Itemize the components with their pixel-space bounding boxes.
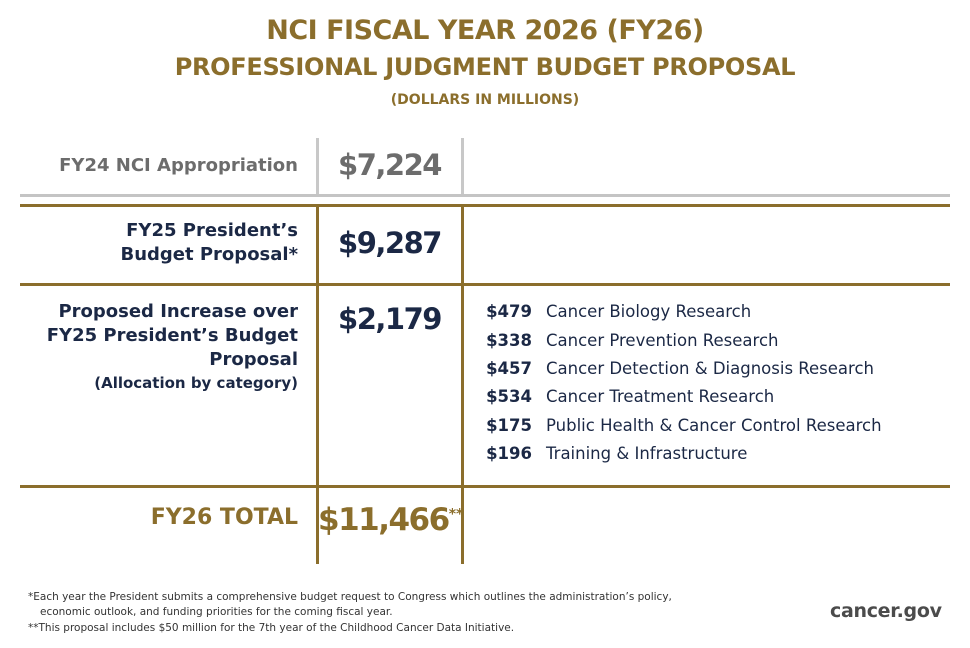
footnote-2: **This proposal includes $50 million for… <box>28 622 515 634</box>
column-divider-left <box>316 138 319 195</box>
page-title: NCI FISCAL YEAR 2026 (FY26) <box>266 15 704 46</box>
category-name: Public Health & Cancer Control Research <box>546 415 882 435</box>
category-row: $479 Cancer Biology Research <box>480 297 751 325</box>
increase-label: Proposed Increase over FY25 President’s … <box>47 300 298 394</box>
increase-amount: $2,179 <box>338 302 442 336</box>
category-name: Cancer Biology Research <box>546 301 752 321</box>
category-row: $175 Public Health & Cancer Control Rese… <box>480 411 882 439</box>
site-credit: cancer.gov <box>830 600 942 622</box>
category-row: $457 Cancer Detection & Diagnosis Resear… <box>480 354 874 382</box>
column-divider-right <box>461 138 464 195</box>
category-amount: $479 <box>486 301 532 321</box>
fy25-label-line1: FY25 President’s <box>126 220 298 241</box>
increase-sublabel: (Allocation by category) <box>94 374 298 392</box>
divider-grey <box>20 194 950 197</box>
footnote-1: *Each year the President submits a compr… <box>28 590 672 620</box>
divider-gold-1 <box>20 204 950 207</box>
category-name: Training & Infrastructure <box>546 443 748 463</box>
fy25-label: FY25 President’s Budget Proposal* <box>120 219 298 267</box>
category-name: Cancer Detection & Diagnosis Research <box>546 358 874 378</box>
fy24-amount: $7,224 <box>338 148 442 182</box>
category-amount: $457 <box>486 358 532 378</box>
increase-label-line3: Proposal <box>209 349 298 370</box>
footnote-1-line1: *Each year the President submits a compr… <box>28 591 672 603</box>
category-amount: $175 <box>486 415 532 435</box>
column-divider-left <box>316 207 319 564</box>
category-amount: $338 <box>486 330 532 350</box>
total-footnote-marker: ** <box>448 506 464 523</box>
category-amount: $534 <box>486 386 532 406</box>
fy25-amount: $9,287 <box>338 226 442 260</box>
column-divider-right <box>461 207 464 564</box>
category-row: $196 Training & Infrastructure <box>480 439 747 467</box>
increase-label-line2: FY25 President’s Budget <box>46 325 298 346</box>
fy24-label: FY24 NCI Appropriation <box>59 155 298 176</box>
total-label: FY26 TOTAL <box>150 505 298 530</box>
total-amount-value: $11,466 <box>318 502 450 538</box>
category-name: Cancer Prevention Research <box>546 330 779 350</box>
units-note: (DOLLARS IN MILLIONS) <box>390 92 580 108</box>
category-row: $534 Cancer Treatment Research <box>480 382 774 410</box>
category-name: Cancer Treatment Research <box>546 386 775 406</box>
increase-label-line1: Proposed Increase over <box>58 301 298 322</box>
divider-gold-2 <box>20 283 950 286</box>
divider-gold-3 <box>20 485 950 488</box>
footnote-1-line2: economic outlook, and funding priorities… <box>40 606 393 618</box>
page-subtitle: PROFESSIONAL JUDGMENT BUDGET PROPOSAL <box>174 53 796 81</box>
category-row: $338 Cancer Prevention Research <box>480 326 778 354</box>
fy25-label-line2: Budget Proposal* <box>120 244 298 265</box>
total-amount: $11,466** <box>318 502 464 538</box>
category-amount: $196 <box>486 443 532 463</box>
